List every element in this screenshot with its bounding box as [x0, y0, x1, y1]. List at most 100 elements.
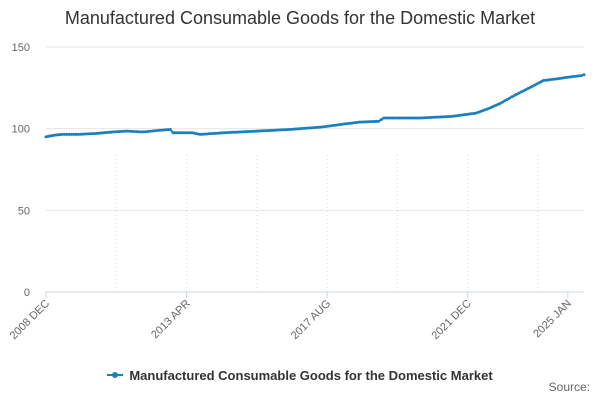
data-point	[362, 120, 366, 124]
data-point	[205, 132, 209, 136]
data-point	[146, 129, 150, 133]
data-point	[395, 116, 399, 120]
data-point	[116, 130, 120, 134]
data-point	[114, 130, 118, 134]
data-point	[69, 132, 73, 136]
data-point	[544, 78, 548, 82]
data-point	[240, 130, 244, 134]
data-point	[439, 115, 443, 119]
data-point	[517, 91, 521, 95]
data-point	[218, 131, 222, 135]
data-point	[81, 132, 85, 136]
data-point	[483, 108, 487, 112]
data-point	[315, 125, 319, 129]
data-point	[324, 124, 328, 128]
data-point	[214, 131, 218, 135]
data-point	[368, 120, 372, 124]
data-point	[443, 115, 447, 119]
data-point	[579, 74, 583, 78]
data-point	[426, 116, 430, 120]
data-point	[415, 116, 419, 120]
data-point	[553, 77, 557, 81]
data-point	[360, 120, 364, 124]
data-point	[134, 130, 138, 134]
data-point	[463, 113, 467, 117]
data-point	[222, 131, 226, 135]
data-point	[461, 113, 465, 117]
x-tick-label: 2021 DEC	[429, 298, 473, 342]
data-point	[476, 110, 480, 114]
data-point	[302, 126, 306, 130]
data-point	[528, 85, 532, 89]
data-point	[151, 129, 155, 133]
data-point	[372, 120, 376, 123]
data-point	[244, 130, 248, 134]
data-point	[568, 75, 572, 79]
data-point	[404, 116, 408, 120]
data-point	[546, 78, 550, 82]
data-point	[166, 128, 170, 132]
data-point	[413, 116, 417, 120]
data-point	[220, 131, 224, 135]
data-point	[83, 132, 87, 136]
data-point	[74, 132, 78, 136]
data-point	[298, 127, 302, 131]
data-point	[72, 132, 76, 136]
data-point	[121, 129, 125, 133]
data-point	[65, 132, 69, 136]
data-point	[277, 128, 280, 132]
data-point	[90, 132, 94, 136]
data-point	[309, 126, 313, 130]
data-point	[235, 130, 239, 134]
data-point	[127, 129, 131, 133]
data-point	[158, 128, 162, 132]
data-point	[175, 131, 179, 135]
data-point	[400, 116, 404, 120]
data-point	[216, 131, 220, 135]
data-point	[296, 127, 300, 131]
data-point	[200, 132, 204, 136]
data-point	[498, 101, 502, 105]
x-tick-label: 2008 DEC	[8, 298, 52, 342]
data-point	[514, 92, 518, 96]
data-point	[550, 77, 554, 81]
data-point	[209, 132, 213, 136]
data-point	[474, 111, 478, 115]
data-point	[450, 114, 454, 118]
data-point	[447, 115, 451, 119]
data-point	[582, 73, 586, 77]
data-point	[141, 130, 145, 134]
data-point	[203, 132, 207, 136]
data-point	[248, 129, 252, 133]
data-point	[434, 115, 438, 119]
data-point	[148, 129, 152, 133]
data-point	[577, 74, 581, 78]
data-point	[510, 95, 514, 99]
data-point	[227, 131, 231, 135]
data-point	[391, 116, 395, 120]
data-point	[164, 128, 168, 132]
data-point	[255, 129, 259, 133]
series-layer	[44, 73, 586, 139]
grid-lines	[46, 46, 584, 292]
data-point	[266, 129, 270, 133]
x-tick-label: 2025 JAN	[531, 298, 574, 341]
data-point	[231, 130, 235, 134]
data-point	[346, 121, 350, 125]
data-point	[408, 116, 412, 120]
data-point	[331, 124, 335, 128]
axes: 0 50 100 150 2008 DEC 2013 APR 2017 AUG 2021 DE…	[8, 42, 584, 342]
data-point	[253, 129, 257, 133]
data-point	[424, 116, 428, 120]
data-point	[519, 90, 523, 94]
data-point	[300, 127, 304, 130]
data-point	[417, 116, 421, 120]
data-point	[521, 89, 525, 93]
data-point	[177, 131, 181, 135]
data-point	[430, 115, 434, 119]
data-point	[79, 132, 83, 136]
legend-item[interactable]: Manufactured Consumable Goods for the Do…	[107, 368, 493, 383]
y-tick-label: 0	[24, 287, 30, 299]
data-point	[207, 132, 211, 136]
data-point	[393, 116, 397, 120]
